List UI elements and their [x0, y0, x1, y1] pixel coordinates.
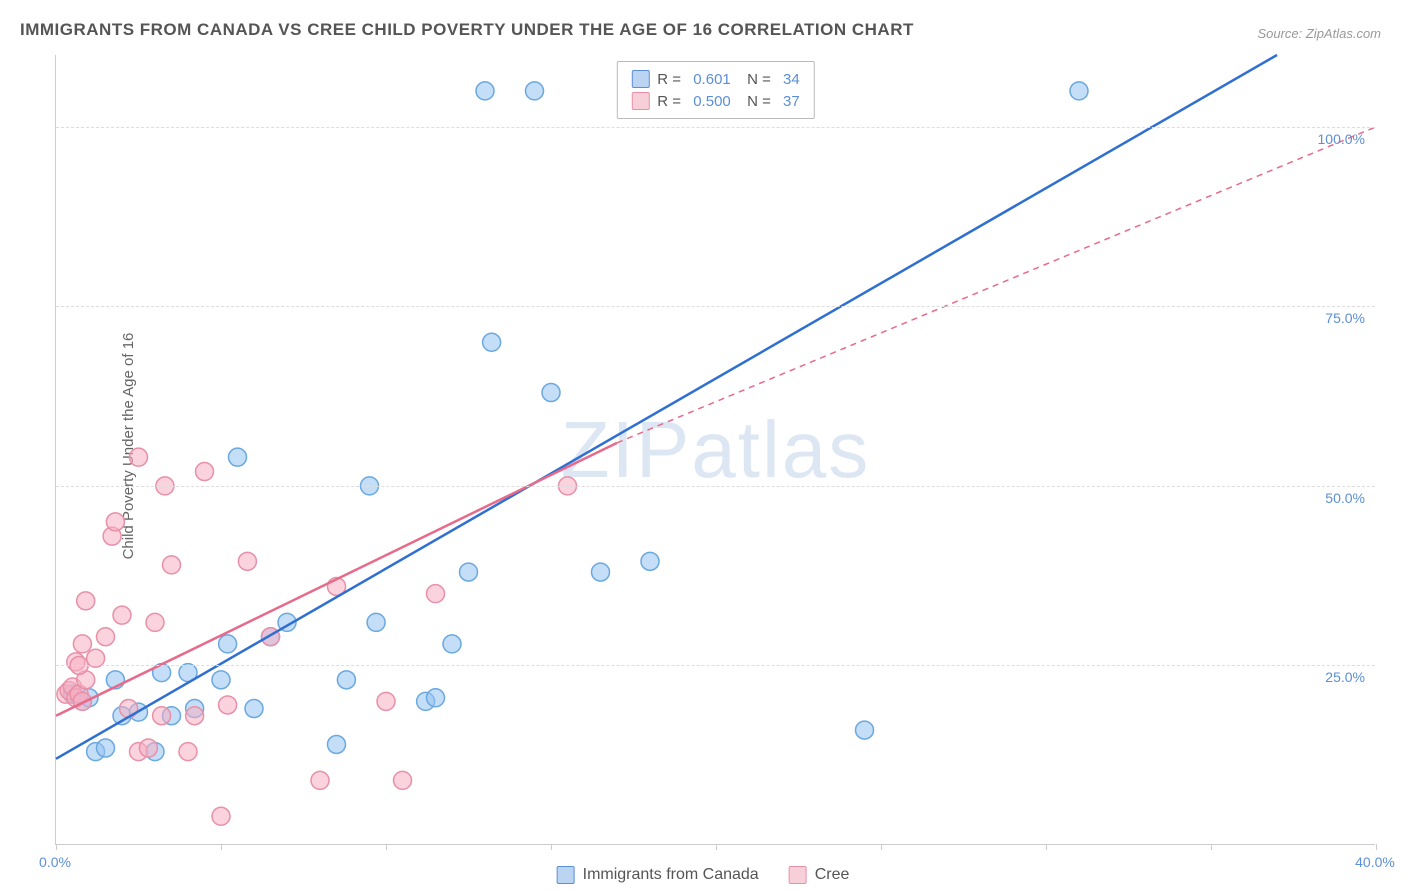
x-tick	[386, 844, 387, 850]
legend-label-blue: Immigrants from Canada	[583, 866, 759, 884]
x-tick	[1376, 844, 1377, 850]
scatter-point	[526, 82, 544, 100]
scatter-point	[394, 771, 412, 789]
scatter-point	[337, 671, 355, 689]
y-tick-label: 25.0%	[1325, 669, 1365, 685]
scatter-point	[377, 692, 395, 710]
scatter-point	[163, 556, 181, 574]
chart-container: IMMIGRANTS FROM CANADA VS CREE CHILD POV…	[0, 0, 1406, 892]
scatter-point	[592, 563, 610, 581]
x-tick	[716, 844, 717, 850]
r-value-pink: 0.500	[693, 93, 731, 110]
scatter-point	[443, 635, 461, 653]
y-tick-label: 100.0%	[1318, 131, 1365, 147]
scatter-point	[427, 585, 445, 603]
scatter-point	[641, 552, 659, 570]
scatter-point	[212, 671, 230, 689]
scatter-point	[1070, 82, 1088, 100]
source-label: Source: ZipAtlas.com	[1257, 26, 1381, 41]
scatter-point	[196, 463, 214, 481]
n-value-blue: 34	[783, 71, 800, 88]
scatter-point	[97, 628, 115, 646]
plot-area: ZIPatlas R = 0.601 N = 34 R = 0.500 N = …	[55, 55, 1375, 845]
x-tick	[221, 844, 222, 850]
scatter-point	[73, 692, 91, 710]
legend-row-blue: R = 0.601 N = 34	[631, 68, 799, 90]
scatter-point	[139, 739, 157, 757]
scatter-point	[113, 606, 131, 624]
scatter-point	[212, 807, 230, 825]
x-tick	[881, 844, 882, 850]
scatter-point	[229, 448, 247, 466]
x-tick	[551, 844, 552, 850]
x-tick-label: 0.0%	[39, 854, 71, 870]
r-value-blue: 0.601	[693, 71, 731, 88]
correlation-legend: R = 0.601 N = 34 R = 0.500 N = 37	[616, 61, 814, 119]
gridline	[56, 665, 1375, 666]
scatter-point	[427, 689, 445, 707]
scatter-point	[238, 552, 256, 570]
scatter-point	[106, 513, 124, 531]
scatter-point	[328, 735, 346, 753]
scatter-point	[153, 707, 171, 725]
trend-line-pink-dashed	[617, 127, 1376, 443]
swatch-blue-icon	[557, 866, 575, 884]
series-legend: Immigrants from Canada Cree	[557, 866, 850, 884]
swatch-blue-icon	[631, 70, 649, 88]
scatter-point	[77, 592, 95, 610]
scatter-point	[856, 721, 874, 739]
scatter-point	[219, 696, 237, 714]
y-tick-label: 75.0%	[1325, 310, 1365, 326]
swatch-pink-icon	[789, 866, 807, 884]
scatter-point	[460, 563, 478, 581]
trend-line-pink-solid	[56, 443, 617, 716]
scatter-point	[186, 707, 204, 725]
scatter-point	[120, 700, 138, 718]
y-tick-label: 50.0%	[1325, 490, 1365, 506]
scatter-point	[179, 743, 197, 761]
legend-item-blue: Immigrants from Canada	[557, 866, 759, 884]
scatter-point	[146, 613, 164, 631]
scatter-point	[476, 82, 494, 100]
x-tick	[1211, 844, 1212, 850]
scatter-point	[245, 700, 263, 718]
chart-title: IMMIGRANTS FROM CANADA VS CREE CHILD POV…	[20, 20, 914, 40]
plot-svg	[56, 55, 1375, 844]
scatter-point	[311, 771, 329, 789]
legend-item-pink: Cree	[789, 866, 850, 884]
gridline	[56, 306, 1375, 307]
swatch-pink-icon	[631, 92, 649, 110]
scatter-point	[219, 635, 237, 653]
gridline	[56, 486, 1375, 487]
scatter-point	[542, 384, 560, 402]
n-value-pink: 37	[783, 93, 800, 110]
scatter-point	[367, 613, 385, 631]
scatter-point	[97, 739, 115, 757]
x-tick-label: 40.0%	[1355, 854, 1395, 870]
legend-label-pink: Cree	[815, 866, 850, 884]
scatter-point	[73, 635, 91, 653]
scatter-point	[130, 448, 148, 466]
gridline	[56, 127, 1375, 128]
trend-line-blue	[56, 55, 1277, 759]
x-tick	[1046, 844, 1047, 850]
legend-row-pink: R = 0.500 N = 37	[631, 90, 799, 112]
x-tick	[56, 844, 57, 850]
scatter-point	[483, 333, 501, 351]
